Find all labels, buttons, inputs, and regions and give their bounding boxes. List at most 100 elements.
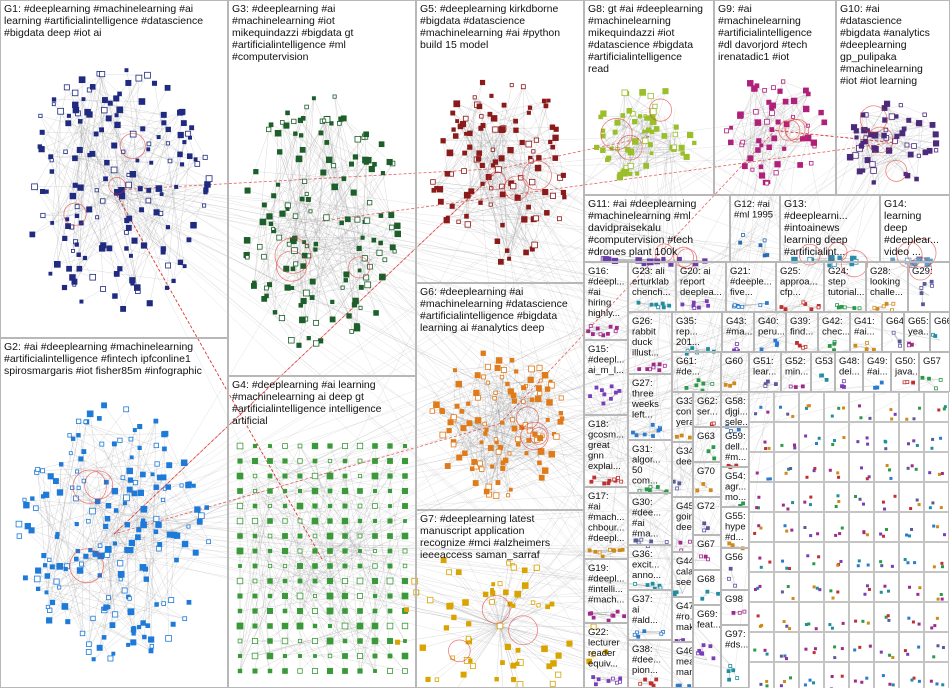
node bbox=[110, 166, 118, 174]
group-label: G45: going dee... bbox=[676, 501, 700, 533]
edge bbox=[496, 625, 501, 680]
edge bbox=[644, 131, 673, 148]
edge bbox=[486, 391, 511, 430]
node bbox=[789, 467, 793, 471]
node bbox=[777, 88, 783, 94]
node bbox=[373, 310, 379, 316]
group-box bbox=[863, 352, 891, 392]
node bbox=[836, 590, 840, 594]
inter-edge bbox=[344, 345, 803, 562]
edge bbox=[323, 142, 327, 173]
node bbox=[281, 637, 289, 645]
edge bbox=[72, 487, 128, 525]
node bbox=[941, 683, 945, 687]
group-box bbox=[721, 548, 749, 590]
node bbox=[939, 506, 943, 510]
edge bbox=[515, 130, 551, 143]
inter-edge bbox=[347, 380, 935, 533]
label-line: lecturer bbox=[588, 638, 620, 649]
edge bbox=[469, 423, 540, 463]
node bbox=[490, 147, 495, 152]
node bbox=[741, 233, 745, 237]
edge bbox=[632, 111, 654, 114]
node bbox=[296, 592, 304, 600]
node bbox=[76, 252, 81, 257]
edge bbox=[50, 156, 97, 191]
edge bbox=[760, 102, 770, 167]
edge bbox=[766, 116, 794, 184]
node bbox=[342, 503, 348, 509]
edge bbox=[140, 122, 185, 189]
edge bbox=[126, 248, 185, 267]
node bbox=[186, 237, 192, 243]
node bbox=[170, 621, 176, 627]
edge bbox=[284, 445, 406, 612]
edge bbox=[99, 493, 135, 546]
node bbox=[388, 212, 395, 218]
edge bbox=[277, 163, 352, 185]
edge bbox=[453, 353, 484, 445]
node bbox=[643, 677, 647, 682]
node bbox=[498, 258, 504, 265]
node bbox=[298, 133, 304, 138]
node bbox=[788, 384, 793, 389]
inter-edge bbox=[118, 212, 766, 386]
node bbox=[617, 389, 622, 393]
edge bbox=[279, 151, 333, 320]
node bbox=[401, 487, 409, 495]
edge bbox=[422, 625, 501, 648]
node bbox=[446, 602, 454, 610]
edge bbox=[266, 156, 356, 296]
edge bbox=[121, 518, 157, 575]
node bbox=[840, 384, 844, 389]
node bbox=[101, 106, 108, 114]
node bbox=[732, 303, 737, 308]
inter-edge bbox=[499, 157, 779, 169]
node bbox=[907, 442, 911, 446]
label-line: #drones plant 100k bbox=[588, 246, 678, 258]
label-line: spirosmargaris #iot fisher85m #infograph… bbox=[4, 365, 202, 377]
edge bbox=[432, 100, 545, 183]
node bbox=[503, 589, 509, 596]
group-box bbox=[721, 590, 749, 625]
edge bbox=[922, 377, 937, 389]
node bbox=[588, 394, 592, 399]
node bbox=[127, 596, 132, 601]
node bbox=[888, 113, 895, 120]
node bbox=[329, 316, 336, 323]
node bbox=[492, 492, 500, 499]
edge bbox=[453, 419, 487, 492]
inter-edge bbox=[300, 211, 651, 683]
inter-edge bbox=[112, 536, 651, 587]
label-line: G64 bbox=[886, 316, 904, 327]
node bbox=[918, 406, 922, 410]
node bbox=[378, 141, 385, 148]
node bbox=[857, 559, 861, 563]
edge bbox=[855, 345, 874, 350]
label-line: #mach... bbox=[588, 595, 624, 606]
node bbox=[747, 155, 754, 162]
edge bbox=[905, 152, 926, 175]
edge bbox=[870, 134, 908, 176]
edge bbox=[477, 420, 482, 443]
inter-edge bbox=[649, 145, 770, 432]
node bbox=[75, 418, 82, 424]
node bbox=[894, 114, 899, 119]
edge bbox=[51, 171, 127, 233]
small-group-box bbox=[849, 392, 874, 422]
edge bbox=[163, 114, 181, 263]
node bbox=[710, 381, 715, 386]
node bbox=[324, 140, 330, 145]
small-group-box bbox=[774, 632, 799, 662]
edge bbox=[351, 163, 392, 228]
edge bbox=[181, 485, 209, 542]
edge bbox=[277, 184, 295, 239]
node bbox=[618, 679, 622, 684]
label-line: #deeplearni... bbox=[784, 210, 848, 222]
edge bbox=[269, 445, 301, 552]
node bbox=[891, 655, 895, 659]
node bbox=[635, 171, 640, 176]
edge bbox=[501, 376, 540, 389]
node bbox=[112, 611, 119, 618]
node bbox=[917, 645, 921, 649]
